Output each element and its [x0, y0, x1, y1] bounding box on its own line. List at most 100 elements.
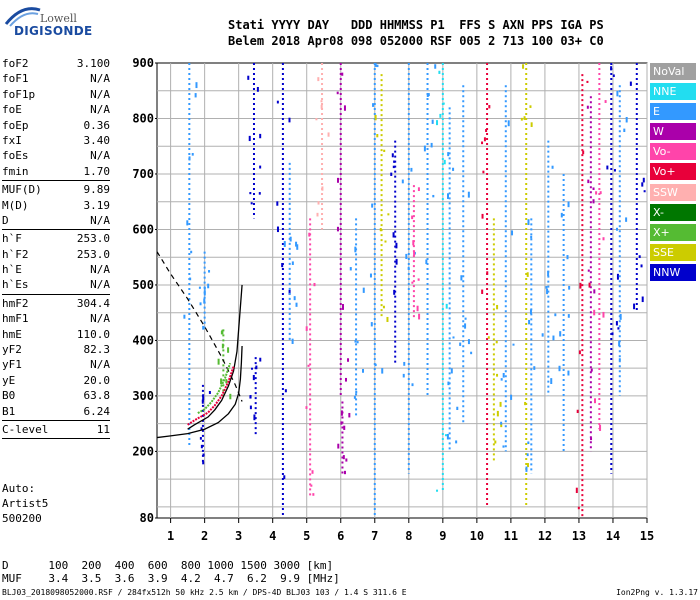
echo-point: [387, 213, 390, 216]
echo-point: [347, 358, 350, 362]
legend-item-e: E: [650, 103, 696, 121]
y-tick-label: 800: [132, 111, 154, 125]
echo-point: [336, 226, 339, 232]
echo-point: [317, 77, 320, 82]
x-tick-label: 13: [572, 529, 586, 543]
param-separator: [2, 180, 110, 182]
echo-point: [356, 341, 359, 344]
echo-point: [442, 102, 445, 105]
echo-point: [353, 395, 356, 399]
echo-point: [533, 366, 536, 370]
param-label: hmF1: [2, 312, 29, 326]
param-value: 253.0: [76, 232, 110, 246]
param-row-fof1: foF1 N/A: [2, 71, 110, 86]
echo-point: [371, 203, 374, 208]
echo-point: [348, 412, 351, 418]
echo-point: [317, 201, 320, 205]
echo-point: [383, 149, 386, 152]
echo-point: [291, 338, 294, 344]
echo-point: [316, 212, 319, 217]
param-label: h`E: [2, 263, 22, 277]
echo-point: [217, 358, 220, 365]
param-label: fxI: [2, 133, 22, 147]
param-label: h`F2: [2, 247, 29, 261]
echo-point: [615, 321, 618, 326]
echo-point: [305, 406, 308, 409]
legend-item-noval: NoVal: [650, 63, 696, 80]
echo-point: [482, 170, 485, 174]
d-values: 100 200 400 600 800 1000 1500 3000 [km]: [48, 559, 334, 572]
echo-point: [320, 104, 323, 109]
echo-point: [305, 326, 308, 331]
param-row-hf: h`F 253.0: [2, 231, 110, 246]
echo-point: [446, 433, 449, 440]
param-separator: [2, 229, 110, 231]
echo-point: [528, 319, 531, 325]
param-value: 3.100: [76, 57, 110, 70]
echo-point: [438, 70, 441, 74]
param-label: h`F: [2, 232, 22, 246]
param-row-d: D N/A: [2, 213, 110, 228]
d-label: D: [2, 559, 9, 572]
param-value: 6.24: [83, 404, 111, 418]
param-label: foEp: [2, 118, 29, 132]
echo-point: [208, 270, 211, 273]
echo-point: [602, 237, 605, 241]
x-tick-label: 9: [439, 529, 446, 543]
param-label: yF2: [2, 343, 22, 357]
param-label: fmin: [2, 164, 29, 178]
echo-point: [321, 186, 324, 191]
echo-point: [443, 159, 446, 165]
echo-point: [579, 282, 582, 289]
echo-point: [195, 82, 198, 89]
param-value: N/A: [90, 263, 110, 277]
echo-point: [411, 215, 414, 220]
echo-point: [522, 64, 525, 69]
echo-point: [529, 105, 532, 108]
param-row-yf1: yF1 N/A: [2, 357, 110, 372]
echo-point: [434, 64, 437, 69]
echo-point: [276, 226, 279, 233]
echo-point: [447, 152, 450, 157]
param-value: 253.0: [76, 247, 110, 261]
echo-point: [250, 202, 253, 205]
echo-point: [560, 212, 563, 218]
y-tick-label: 300: [132, 389, 154, 403]
param-value: 20.0: [83, 373, 111, 387]
echo-point: [310, 484, 313, 487]
echo-point: [370, 322, 373, 327]
legend-item-vo: Vo-: [650, 143, 696, 161]
param-row-clevel: C-level 11: [2, 422, 110, 437]
echo-point: [369, 273, 372, 278]
echo-point: [455, 440, 458, 444]
echo-point: [616, 273, 619, 280]
echo-point: [281, 262, 284, 268]
footer: BLJ03_2018098052000.RSF / 284fx512h 50 k…: [2, 588, 698, 597]
echo-point: [288, 289, 291, 295]
muf-values: 3.4 3.5 3.6 3.9 4.2 4.7 6.2 9.9 [MHz]: [48, 572, 340, 585]
y-tick-label: 400: [132, 333, 154, 347]
x-tick-label: 5: [303, 529, 310, 543]
legend-item-nne: NNE: [650, 83, 696, 101]
param-label: foF1: [2, 72, 29, 86]
echo-point: [464, 317, 467, 320]
echo-point: [200, 427, 203, 430]
echo-point: [249, 405, 252, 410]
legend-item-nnw: NNW: [650, 263, 696, 281]
echo-point: [524, 401, 527, 406]
echo-point: [312, 493, 315, 496]
echo-point: [259, 165, 262, 169]
echo-point: [586, 105, 589, 109]
param-value: 3.19: [83, 198, 111, 212]
echo-point: [625, 116, 628, 123]
echo-point: [436, 489, 439, 492]
y-tick-label: 500: [132, 278, 154, 292]
echo-point: [559, 331, 562, 337]
echo-point: [341, 304, 344, 310]
param-row-fof1p: foF1p N/A: [2, 87, 110, 102]
echo-point: [576, 409, 579, 414]
echo-point: [188, 156, 191, 161]
profile-dashed-line: [156, 251, 243, 402]
echo-point: [256, 86, 259, 92]
echo-point: [487, 336, 490, 339]
